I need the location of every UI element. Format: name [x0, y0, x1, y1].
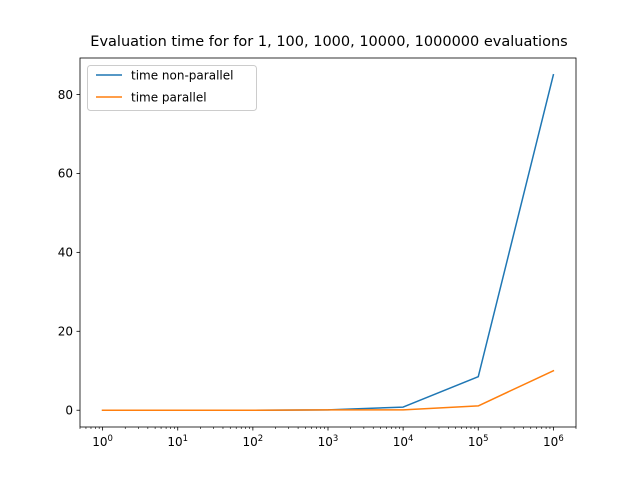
plot-frame — [79, 57, 577, 428]
y-tick-label: 80 — [58, 88, 73, 102]
x-tick-label: 102 — [243, 434, 264, 449]
y-tick-label: 0 — [65, 404, 73, 418]
x-tick-label: 105 — [468, 434, 489, 449]
x-tick-label: 100 — [92, 434, 113, 449]
plot-lines — [101, 73, 555, 411]
y-tick-label: 40 — [58, 246, 73, 260]
legend-label-0: time non-parallel — [131, 68, 233, 82]
legend-box — [87, 65, 257, 111]
y-axis: 0 20 40 60 80 — [58, 88, 80, 418]
x-tick-label: 101 — [167, 434, 188, 449]
x-tick-label: 106 — [543, 434, 564, 449]
y-tick-label: 20 — [58, 325, 73, 339]
x-axis: 100 101 102 103 104 105 106 — [79, 427, 577, 449]
legend: time non-parallel time parallel — [87, 65, 257, 111]
series-line-0 — [101, 73, 555, 411]
x-tick-label: 103 — [318, 434, 339, 449]
chart-title: Evaluation time for for 1, 100, 1000, 10… — [90, 34, 568, 50]
legend-label-1: time parallel — [131, 90, 207, 104]
x-tick-label: 104 — [393, 434, 414, 449]
series-line-1 — [101, 369, 555, 411]
y-tick-label: 60 — [58, 167, 73, 181]
